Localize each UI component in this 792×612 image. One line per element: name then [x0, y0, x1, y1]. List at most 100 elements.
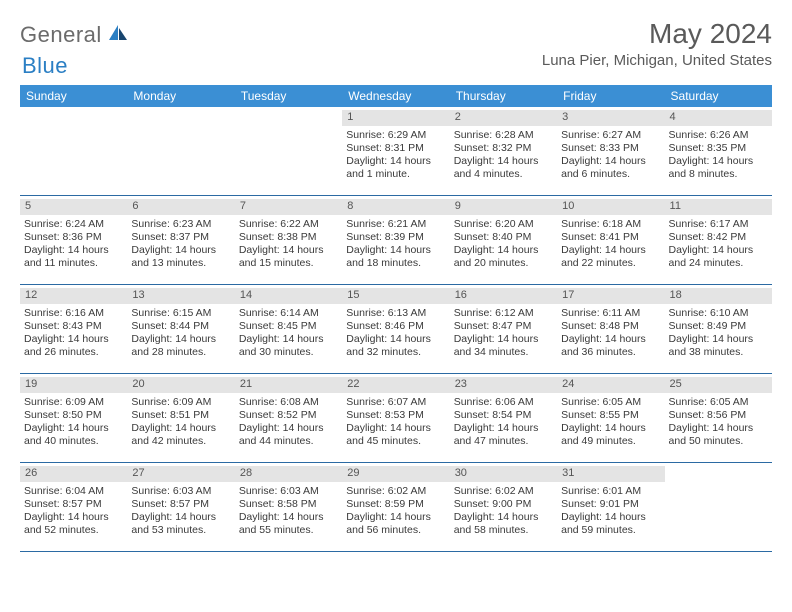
day-cell: 3Sunrise: 6:27 AMSunset: 8:33 PMDaylight…: [557, 107, 664, 195]
day-cell: 21Sunrise: 6:08 AMSunset: 8:52 PMDayligh…: [235, 374, 342, 462]
day-cell: 14Sunrise: 6:14 AMSunset: 8:45 PMDayligh…: [235, 285, 342, 373]
day-number: 4: [665, 110, 772, 126]
sunrise-line: Sunrise: 6:17 AM: [669, 218, 768, 231]
sunset-line: Sunset: 8:57 PM: [24, 498, 123, 511]
day-number: 29: [342, 466, 449, 482]
sunset-line: Sunset: 9:00 PM: [454, 498, 553, 511]
daylight-line: Daylight: 14 hours and 36 minutes.: [561, 333, 660, 359]
day-cell: [127, 107, 234, 195]
sunset-line: Sunset: 8:31 PM: [346, 142, 445, 155]
day-cell: 23Sunrise: 6:06 AMSunset: 8:54 PMDayligh…: [450, 374, 557, 462]
sunrise-line: Sunrise: 6:21 AM: [346, 218, 445, 231]
sunrise-line: Sunrise: 6:11 AM: [561, 307, 660, 320]
daylight-line: Daylight: 14 hours and 22 minutes.: [561, 244, 660, 270]
day-number: 3: [557, 110, 664, 126]
sunrise-line: Sunrise: 6:05 AM: [669, 396, 768, 409]
weeks-container: 1Sunrise: 6:29 AMSunset: 8:31 PMDaylight…: [20, 107, 772, 552]
day-number: 8: [342, 199, 449, 215]
daylight-line: Daylight: 14 hours and 47 minutes.: [454, 422, 553, 448]
day-number: 14: [235, 288, 342, 304]
sunrise-line: Sunrise: 6:02 AM: [454, 485, 553, 498]
sunset-line: Sunset: 8:32 PM: [454, 142, 553, 155]
sunrise-line: Sunrise: 6:09 AM: [24, 396, 123, 409]
logo-sail-icon: [107, 23, 129, 48]
sunset-line: Sunset: 8:47 PM: [454, 320, 553, 333]
weekday-header: Monday: [127, 85, 234, 107]
sunrise-line: Sunrise: 6:20 AM: [454, 218, 553, 231]
sunset-line: Sunset: 8:54 PM: [454, 409, 553, 422]
day-number: 7: [235, 199, 342, 215]
sunrise-line: Sunrise: 6:08 AM: [239, 396, 338, 409]
daylight-line: Daylight: 14 hours and 28 minutes.: [131, 333, 230, 359]
day-cell: 24Sunrise: 6:05 AMSunset: 8:55 PMDayligh…: [557, 374, 664, 462]
sunset-line: Sunset: 8:39 PM: [346, 231, 445, 244]
sunset-line: Sunset: 8:44 PM: [131, 320, 230, 333]
daylight-line: Daylight: 14 hours and 15 minutes.: [239, 244, 338, 270]
day-cell: 6Sunrise: 6:23 AMSunset: 8:37 PMDaylight…: [127, 196, 234, 284]
sunrise-line: Sunrise: 6:04 AM: [24, 485, 123, 498]
sunset-line: Sunset: 8:45 PM: [239, 320, 338, 333]
day-cell: 26 Sunrise: 6:04 AMSunset: 8:57 PMDayligh…: [20, 463, 127, 551]
daylight-line: Daylight: 14 hours and 30 minutes.: [239, 333, 338, 359]
sunrise-line: Sunrise: 6:07 AM: [346, 396, 445, 409]
sunset-line: Sunset: 8:36 PM: [24, 231, 123, 244]
daylight-line: Daylight: 14 hours and 49 minutes.: [561, 422, 660, 448]
daylight-line: Daylight: 14 hours and 59 minutes.: [561, 511, 660, 537]
sunset-line: Sunset: 8:55 PM: [561, 409, 660, 422]
day-cell: 22Sunrise: 6:07 AMSunset: 8:53 PMDayligh…: [342, 374, 449, 462]
sunset-line: Sunset: 8:59 PM: [346, 498, 445, 511]
location: Luna Pier, Michigan, United States: [542, 52, 772, 69]
day-number: 12: [20, 288, 127, 304]
sunrise-line: Sunrise: 6:09 AM: [131, 396, 230, 409]
sunset-line: Sunset: 8:33 PM: [561, 142, 660, 155]
sunrise-line: Sunrise: 6:28 AM: [454, 129, 553, 142]
sunset-line: Sunset: 8:51 PM: [131, 409, 230, 422]
daylight-line: Daylight: 14 hours and 11 minutes.: [24, 244, 123, 270]
daylight-line: Daylight: 14 hours and 1 minute.: [346, 155, 445, 181]
sunrise-line: Sunrise: 6:27 AM: [561, 129, 660, 142]
weekday-header: Thursday: [450, 85, 557, 107]
week-row: 19Sunrise: 6:09 AMSunset: 8:50 PMDayligh…: [20, 374, 772, 463]
day-number: 26: [20, 466, 127, 482]
day-cell: 29Sunrise: 6:02 AMSunset: 8:59 PMDayligh…: [342, 463, 449, 551]
day-number: 6: [127, 199, 234, 215]
sunset-line: Sunset: 8:58 PM: [239, 498, 338, 511]
day-number: 2: [450, 110, 557, 126]
day-cell: 2Sunrise: 6:28 AMSunset: 8:32 PMDaylight…: [450, 107, 557, 195]
day-cell: 5Sunrise: 6:24 AMSunset: 8:36 PMDaylight…: [20, 196, 127, 284]
daylight-line: Daylight: 14 hours and 26 minutes.: [24, 333, 123, 359]
day-cell: 18Sunrise: 6:10 AMSunset: 8:49 PMDayligh…: [665, 285, 772, 373]
sunset-line: Sunset: 8:56 PM: [669, 409, 768, 422]
week-row: 5Sunrise: 6:24 AMSunset: 8:36 PMDaylight…: [20, 196, 772, 285]
day-number: 28: [235, 466, 342, 482]
daylight-line: Daylight: 14 hours and 50 minutes.: [669, 422, 768, 448]
week-row: 12Sunrise: 6:16 AMSunset: 8:43 PMDayligh…: [20, 285, 772, 374]
calendar: SundayMondayTuesdayWednesdayThursdayFrid…: [20, 85, 772, 552]
day-number: 16: [450, 288, 557, 304]
weekday-header: Saturday: [665, 85, 772, 107]
day-number: 23: [450, 377, 557, 393]
day-cell: 27Sunrise: 6:03 AMSunset: 8:57 PMDayligh…: [127, 463, 234, 551]
sunset-line: Sunset: 8:50 PM: [24, 409, 123, 422]
weekday-header: Sunday: [20, 85, 127, 107]
sunrise-line: Sunrise: 6:18 AM: [561, 218, 660, 231]
day-cell: 1Sunrise: 6:29 AMSunset: 8:31 PMDaylight…: [342, 107, 449, 195]
day-cell: 13Sunrise: 6:15 AMSunset: 8:44 PMDayligh…: [127, 285, 234, 373]
day-number: 17: [557, 288, 664, 304]
day-cell: 9Sunrise: 6:20 AMSunset: 8:40 PMDaylight…: [450, 196, 557, 284]
sunset-line: Sunset: 8:48 PM: [561, 320, 660, 333]
day-number: 30: [450, 466, 557, 482]
day-number: 21: [235, 377, 342, 393]
sunrise-line: Sunrise: 6:03 AM: [131, 485, 230, 498]
weekday-header: Wednesday: [342, 85, 449, 107]
daylight-line: Daylight: 14 hours and 18 minutes.: [346, 244, 445, 270]
day-cell: 11Sunrise: 6:17 AMSunset: 8:42 PMDayligh…: [665, 196, 772, 284]
day-number: 9: [450, 199, 557, 215]
day-cell: 30Sunrise: 6:02 AMSunset: 9:00 PMDayligh…: [450, 463, 557, 551]
daylight-line: Daylight: 14 hours and 52 minutes.: [24, 511, 123, 537]
logo-text-general: General: [20, 22, 102, 48]
daylight-line: Daylight: 14 hours and 44 minutes.: [239, 422, 338, 448]
day-number: 20: [127, 377, 234, 393]
sunrise-line: Sunrise: 6:13 AM: [346, 307, 445, 320]
sunrise-line: Sunrise: 6:10 AM: [669, 307, 768, 320]
